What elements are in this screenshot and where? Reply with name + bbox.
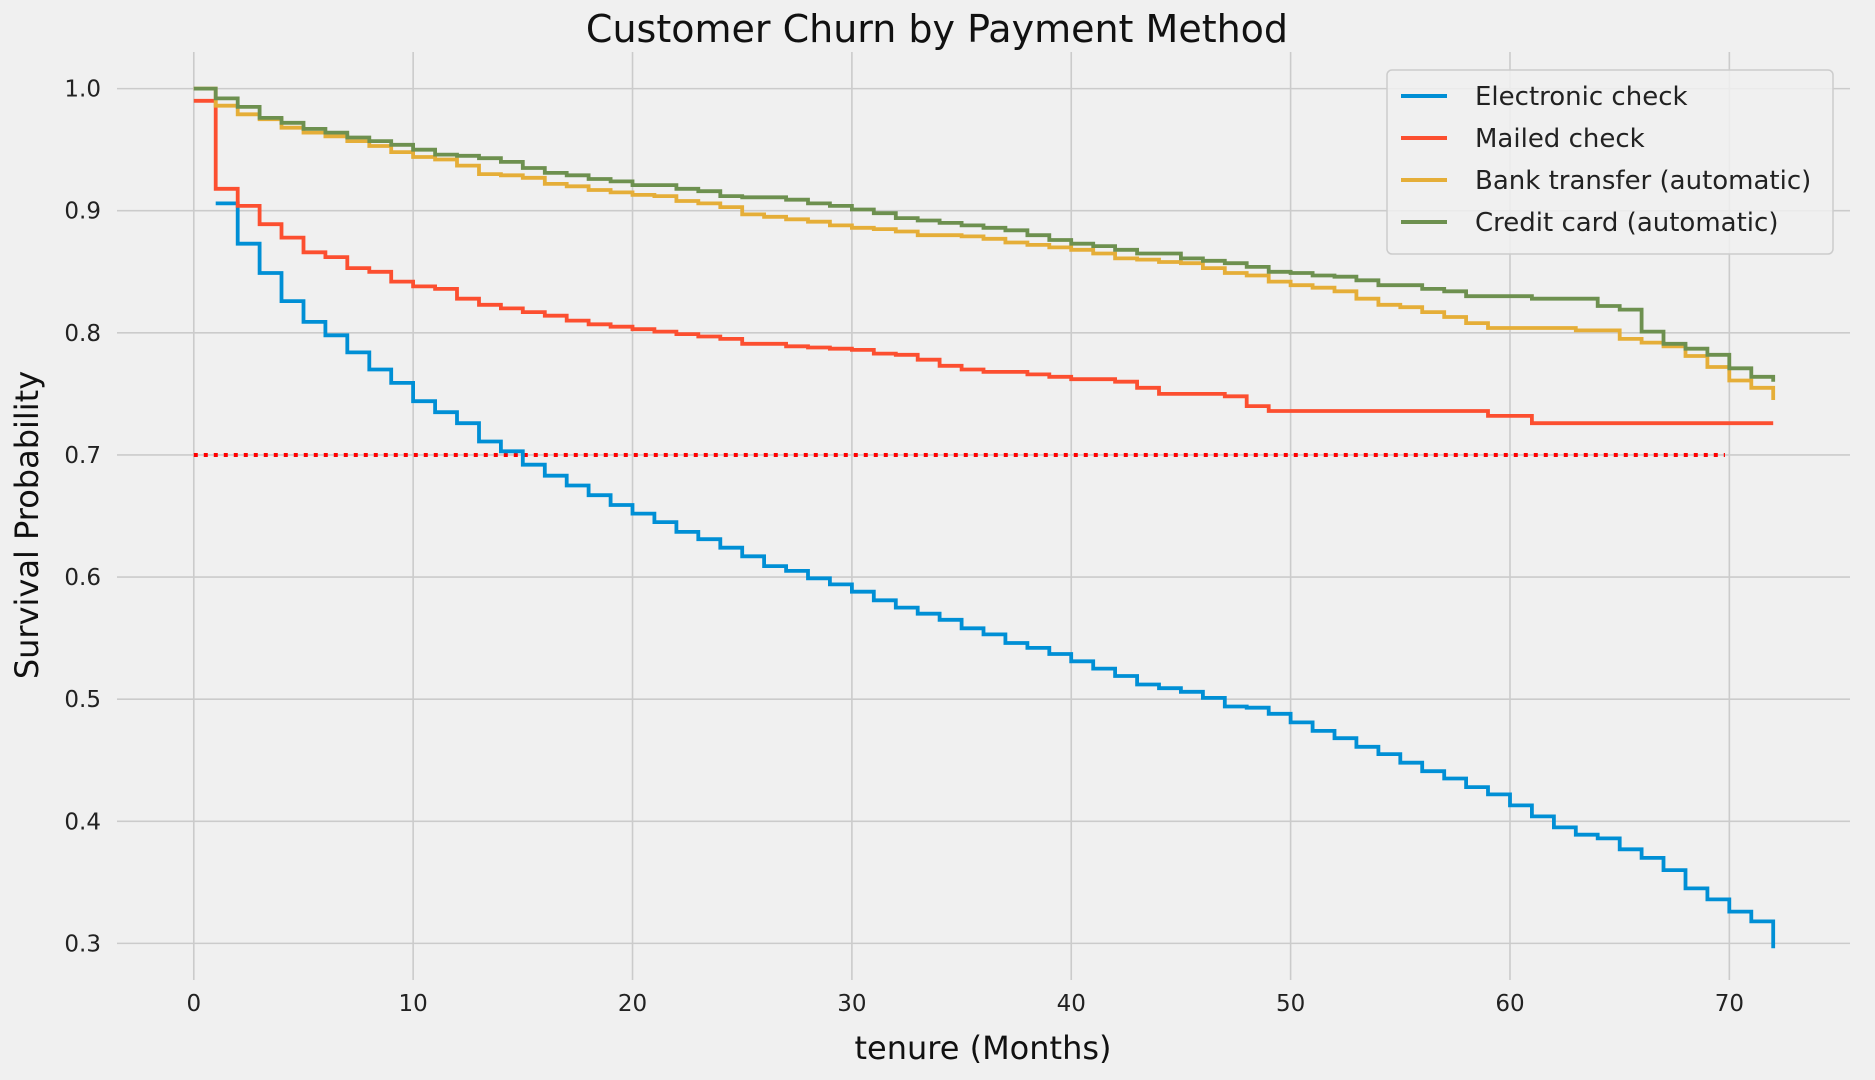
- y-tick-labels: 0.3 0.4 0.5 0.6 0.7 0.8 0.9 1.0: [64, 77, 101, 958]
- y-tick-label: 1.0: [64, 77, 101, 103]
- legend-box: [1386, 69, 1834, 255]
- series-lines: [193, 86, 1776, 949]
- x-tick-label: 10: [399, 991, 428, 1017]
- y-tick-label: 0.9: [64, 199, 101, 225]
- x-tick-labels: 0 10 20 30 40 50 60 70: [186, 991, 1744, 1017]
- x-tick-label: 50: [1276, 991, 1305, 1017]
- x-tick-label: 70: [1715, 991, 1744, 1017]
- y-tick-label: 0.7: [64, 443, 101, 469]
- x-tick-label: 20: [618, 991, 647, 1017]
- y-tick-label: 0.5: [64, 687, 101, 713]
- x-axis-label: tenure (Months): [854, 1029, 1111, 1067]
- x-tick-label: 0: [186, 991, 201, 1017]
- series-line-credit-card-automatic: [193, 86, 1776, 382]
- x-tick-label: 30: [837, 991, 866, 1017]
- y-tick-label: 0.3: [64, 931, 101, 957]
- legend-label: Electronic check: [1475, 82, 1688, 112]
- y-tick-label: 0.8: [64, 321, 101, 347]
- legend: Electronic check Mailed check Bank transfe…: [1386, 69, 1834, 255]
- legend-label: Mailed check: [1475, 124, 1645, 154]
- legend-label: Bank transfer (automatic): [1475, 166, 1811, 196]
- y-axis-label: Survival Probability: [8, 371, 46, 679]
- x-tick-label: 40: [1057, 991, 1086, 1017]
- chart-title: Customer Churn by Payment Method: [586, 7, 1288, 51]
- y-tick-label: 0.6: [64, 565, 101, 591]
- legend-label: Credit card (automatic): [1475, 208, 1778, 238]
- series-line-mailed-check: [193, 98, 1774, 426]
- series-line-bank-transfer-automatic: [193, 86, 1776, 400]
- y-tick-label: 0.4: [64, 809, 101, 835]
- x-tick-label: 60: [1495, 991, 1524, 1017]
- series-line-electronic-check: [215, 201, 1776, 949]
